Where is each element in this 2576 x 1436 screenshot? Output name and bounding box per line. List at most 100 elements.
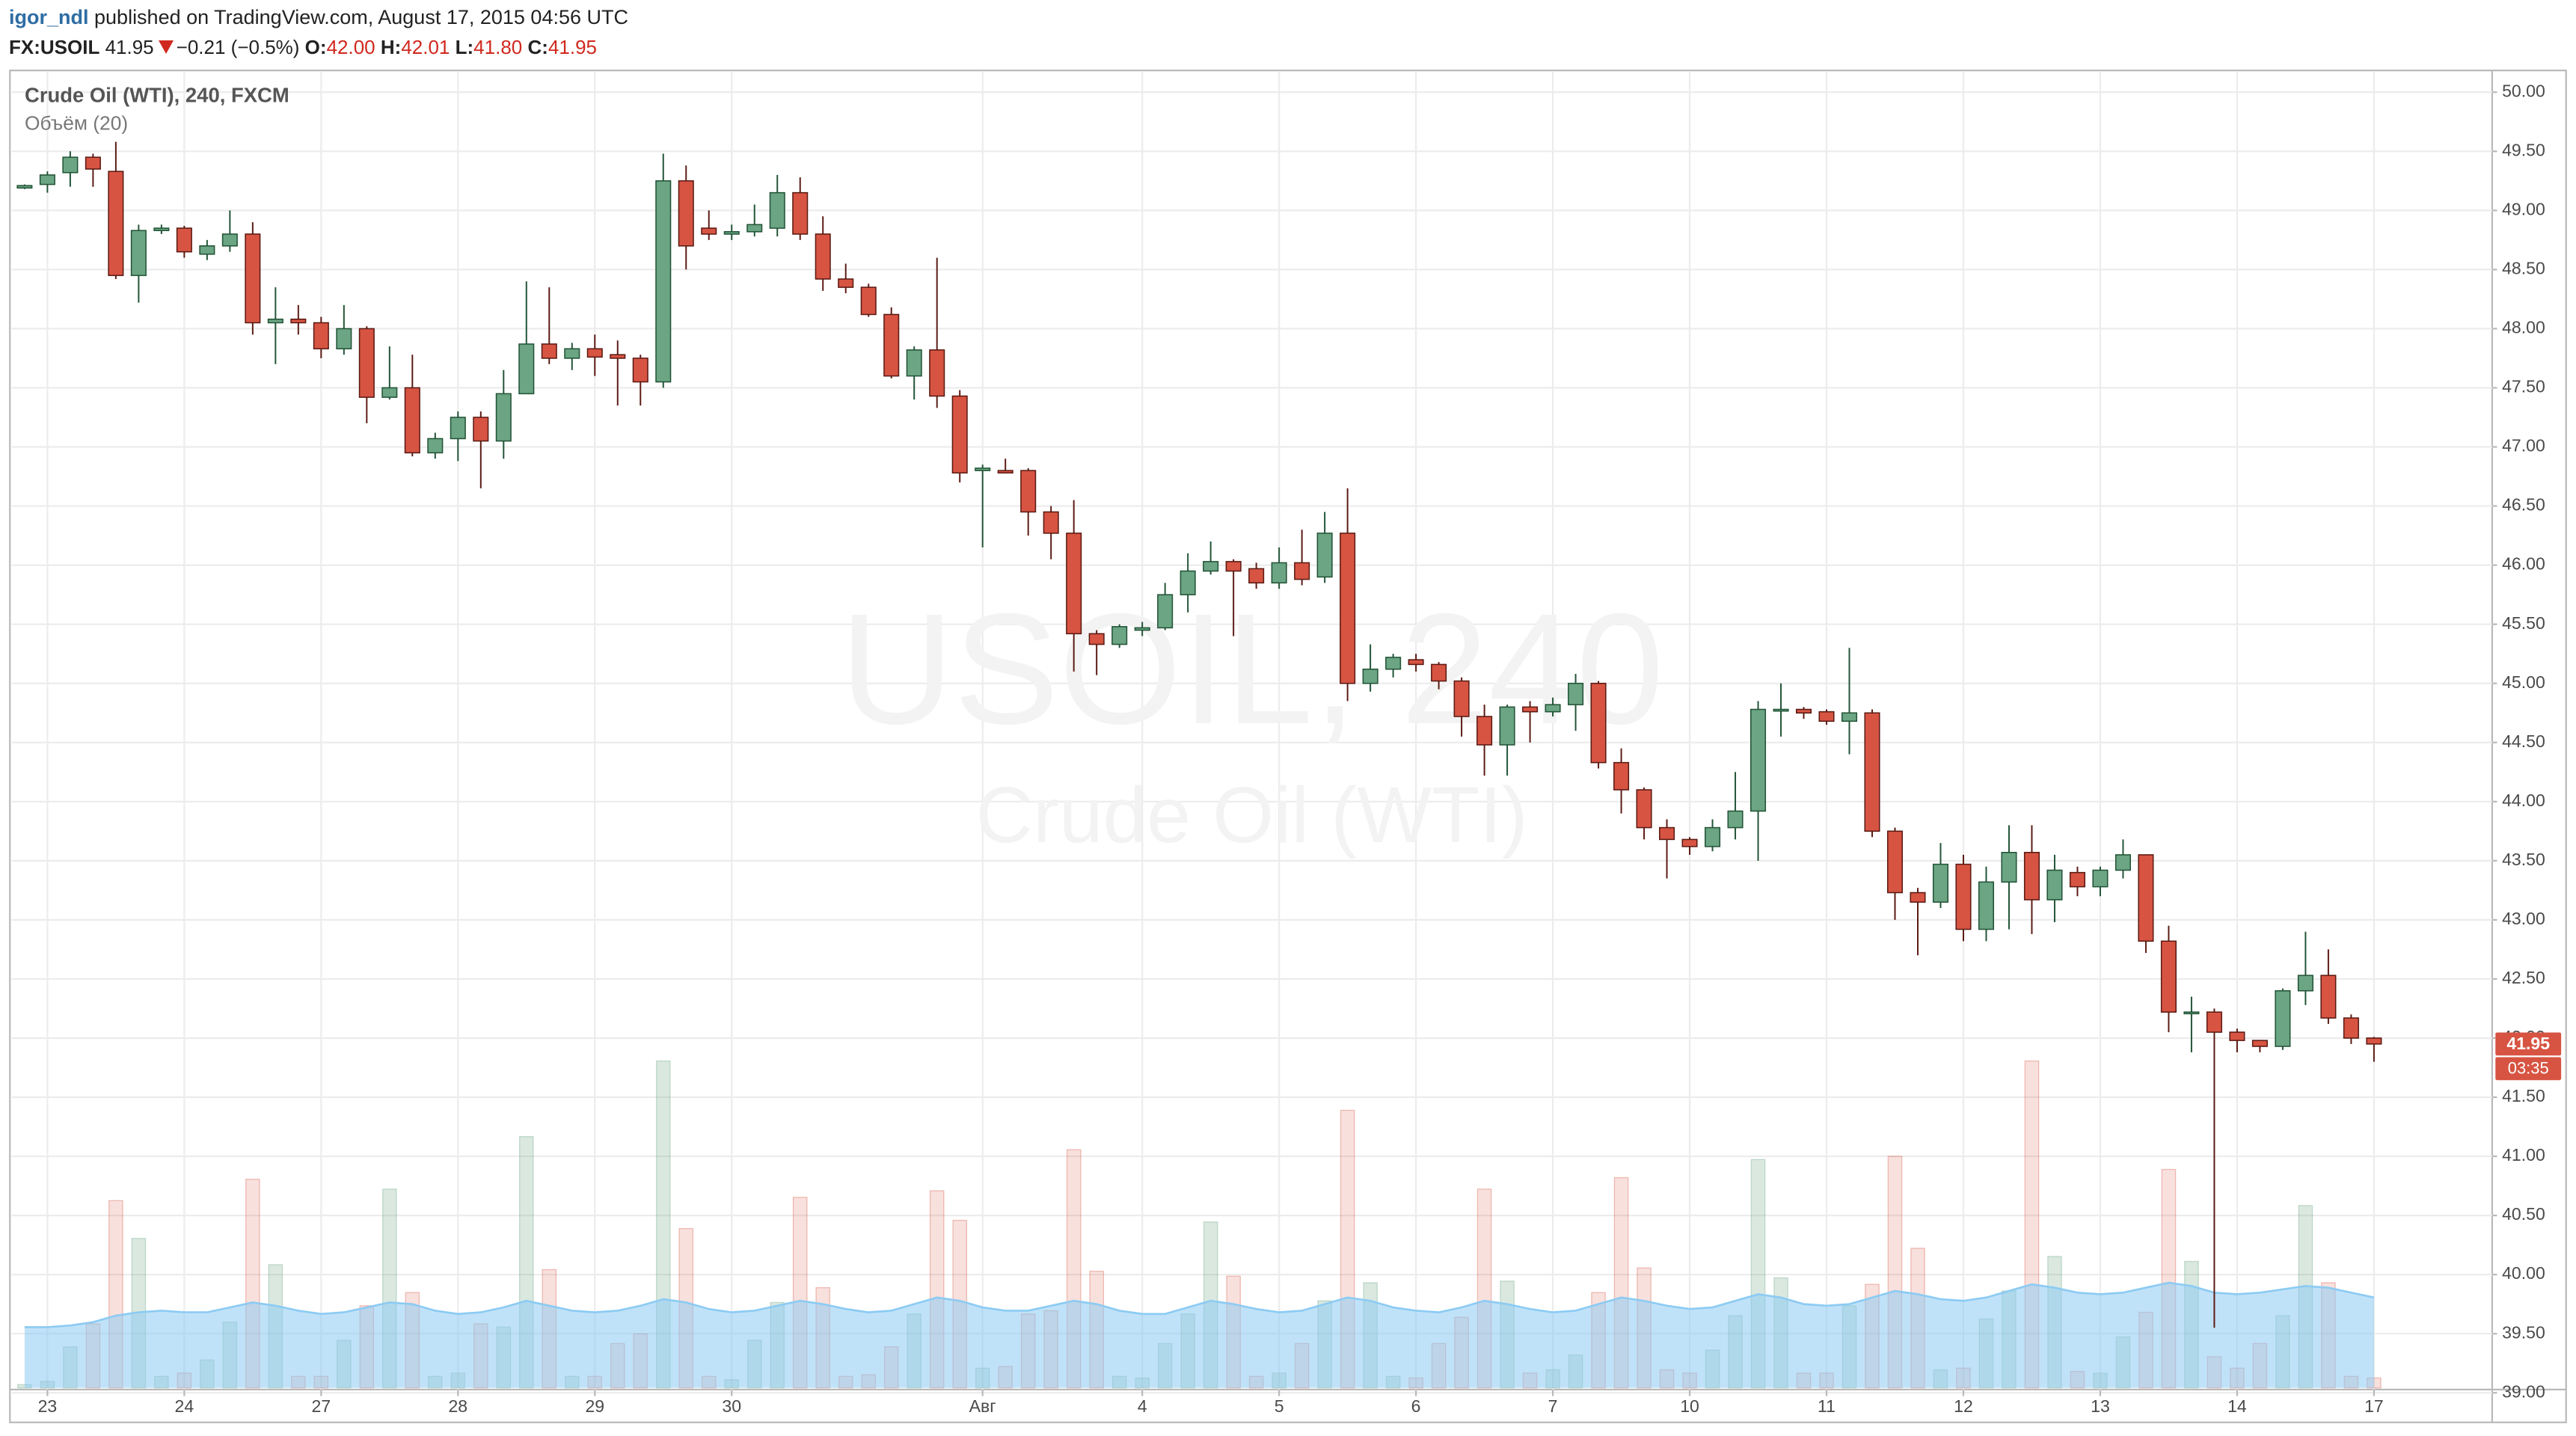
- candle-body: [1020, 470, 1037, 513]
- candle-body: [1408, 659, 1424, 666]
- candle-body: [290, 319, 307, 324]
- candle-body: [1157, 594, 1174, 629]
- x-tick-label: 28: [448, 1396, 467, 1416]
- last-price-label: 41.95: [2506, 1034, 2550, 1053]
- candle-body: [495, 393, 512, 442]
- volume-ma-area: [24, 1283, 2374, 1388]
- candle-body: [541, 343, 557, 359]
- candle-body: [16, 185, 33, 189]
- ohlc-value: 42.00: [326, 36, 375, 58]
- last: 41.95: [105, 36, 154, 58]
- x-tick-label: 12: [1954, 1396, 1973, 1416]
- candle-body: [883, 313, 900, 377]
- ohlc-label: C:: [527, 36, 548, 58]
- candle-body: [176, 227, 192, 253]
- candle-body: [860, 286, 877, 316]
- symbol: FX:USOIL: [9, 36, 100, 58]
- y-tick-label: 41.00: [2502, 1145, 2545, 1165]
- y-tick-label: 43.50: [2502, 850, 2545, 869]
- candle-body: [1225, 561, 1242, 572]
- candle-body: [1294, 562, 1310, 580]
- axes: 39.0039.5040.0040.5041.0041.5042.0042.50…: [38, 81, 2562, 1416]
- candle-body: [1134, 627, 1150, 631]
- candle-body: [1636, 789, 1652, 829]
- x-tick-label: 5: [1275, 1396, 1284, 1416]
- y-tick-label: 40.50: [2502, 1204, 2545, 1224]
- down-arrow: [158, 40, 174, 54]
- y-tick-label: 44.00: [2502, 791, 2545, 810]
- volume-legend: Объём (20): [25, 112, 128, 135]
- x-tick-label: 23: [38, 1396, 58, 1416]
- candle-body: [1864, 712, 1880, 832]
- candle-body: [1431, 663, 1447, 682]
- ohlc-label: H:: [380, 36, 402, 58]
- candle-body: [1340, 533, 1356, 684]
- volume-ma-line: [24, 1281, 2375, 1328]
- candle-body: [769, 191, 785, 229]
- candle-body: [1180, 570, 1196, 595]
- y-tick-label: 41.50: [2502, 1086, 2545, 1105]
- candle-body: [2023, 852, 2040, 900]
- candle-body: [221, 233, 238, 247]
- candle-body: [336, 328, 352, 350]
- candle-body: [1385, 657, 1402, 670]
- candle-body: [1750, 708, 1767, 812]
- candle-body: [199, 245, 215, 255]
- y-tick-label: 48.00: [2502, 318, 2545, 337]
- candle-body: [313, 322, 329, 350]
- ohlc-value: 41.80: [473, 36, 523, 58]
- x-tick-label: 11: [1818, 1396, 1836, 1416]
- y-tick-label: 39.50: [2502, 1322, 2545, 1342]
- candle-body: [2160, 940, 2177, 1013]
- volume-pane: [17, 1060, 2382, 1389]
- countdown-label: 03:35: [2508, 1059, 2549, 1078]
- x-tick-label: 30: [722, 1396, 741, 1416]
- candle-body: [586, 348, 603, 358]
- candle-body: [1088, 633, 1105, 645]
- candle-body: [2275, 989, 2291, 1047]
- candle-body: [518, 343, 535, 395]
- candle-body: [723, 231, 740, 235]
- y-tick-label: 48.50: [2502, 258, 2545, 277]
- chart-frame: [9, 70, 2567, 1423]
- candle-body: [1773, 708, 1789, 712]
- candle-body: [632, 358, 648, 383]
- candle-body: [997, 470, 1013, 474]
- watermark-name: Crude Oil (WTI): [976, 772, 1528, 859]
- candle-body: [746, 224, 763, 233]
- candle-body: [1043, 511, 1059, 534]
- candle-body: [358, 328, 375, 398]
- author[interactable]: igor_ndl: [9, 6, 89, 28]
- candle-body: [1932, 863, 1949, 903]
- y-tick-label: 49.00: [2502, 199, 2545, 218]
- candle-body: [1522, 706, 1539, 713]
- candle-body: [610, 354, 626, 359]
- candle-body: [1681, 838, 1698, 847]
- candle-body: [1316, 533, 1333, 578]
- header: igor_ndl published on TradingView.com, A…: [0, 0, 2576, 69]
- candle-body: [655, 180, 672, 383]
- candle-body: [1818, 711, 1835, 722]
- y-tick-label: 47.50: [2502, 377, 2545, 396]
- y-tick-label: 44.50: [2502, 731, 2545, 751]
- candle-body: [62, 156, 79, 174]
- y-tick-label: 50.00: [2502, 81, 2545, 100]
- candle-body: [1886, 830, 1904, 894]
- candle-body: [1910, 892, 1926, 903]
- candle-body: [153, 227, 170, 231]
- candle-body: [951, 395, 968, 474]
- x-tick-label: 13: [2091, 1396, 2110, 1416]
- candle-body: [975, 467, 991, 471]
- x-tick-label: 10: [1680, 1396, 1699, 1416]
- candle-body: [1955, 863, 1972, 930]
- candle-body: [2206, 1011, 2222, 1033]
- y-tick-label: 49.50: [2502, 140, 2545, 159]
- candle-body: [1978, 881, 1995, 930]
- ohlc-value: 42.01: [401, 36, 450, 58]
- candle-body: [1248, 568, 1265, 584]
- candle-body: [473, 417, 489, 442]
- y-tick-label: 39.00: [2502, 1381, 2545, 1401]
- candle-body: [1271, 562, 1287, 584]
- candle-body: [906, 349, 922, 377]
